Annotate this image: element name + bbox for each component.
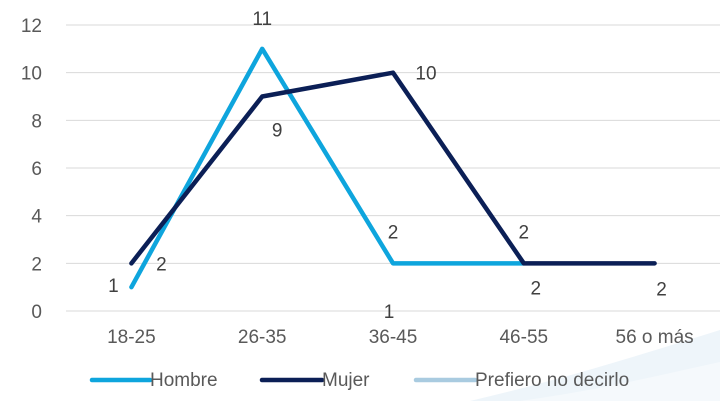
- x-tick-label: 36-45: [369, 327, 418, 348]
- series-lines: [129, 46, 657, 290]
- data-label-mujer: 2: [531, 278, 542, 299]
- y-tick-label: 12: [21, 16, 42, 37]
- x-tick-label: 56 o más: [616, 327, 694, 348]
- data-label-mujer: 2: [156, 254, 167, 275]
- data-label-hombre: 11: [252, 9, 272, 30]
- legend-label: Hombre: [150, 370, 218, 391]
- data-label-mujer: 2: [656, 279, 667, 300]
- x-tick-label: 26-35: [238, 327, 287, 348]
- data-label-hombre: 1: [108, 276, 119, 297]
- data-label-hombre: 2: [388, 222, 399, 243]
- x-axis-tick-labels: 18-25 26-35 36-45 46-55 56 o más: [107, 327, 694, 348]
- y-tick-label: 4: [31, 207, 42, 228]
- x-tick-label: 18-25: [107, 327, 156, 348]
- series-line-mujer: [129, 70, 657, 266]
- data-label-hombre: 2: [519, 222, 530, 243]
- data-label-prefiero-no-decirlo: 1: [384, 302, 395, 323]
- y-tick-label: 0: [31, 302, 42, 323]
- data-label-mujer: 10: [415, 64, 436, 85]
- series-line-hombre: [129, 46, 527, 290]
- x-tick-label: 46-55: [499, 327, 548, 348]
- data-label-mujer: 9: [272, 121, 283, 142]
- y-tick-label: 6: [31, 159, 42, 180]
- legend-label: Mujer: [322, 370, 370, 391]
- legend-label: Prefiero no decirlo: [475, 370, 629, 391]
- legend: Hombre Mujer Prefiero no decirlo: [89, 370, 629, 391]
- y-axis-tick-labels: 0 2 4 6 8 10 12: [21, 16, 43, 323]
- background-wave-decoration-light: [520, 362, 720, 401]
- y-tick-label: 8: [31, 111, 42, 132]
- y-tick-label: 2: [31, 254, 42, 275]
- y-tick-label: 10: [21, 64, 42, 85]
